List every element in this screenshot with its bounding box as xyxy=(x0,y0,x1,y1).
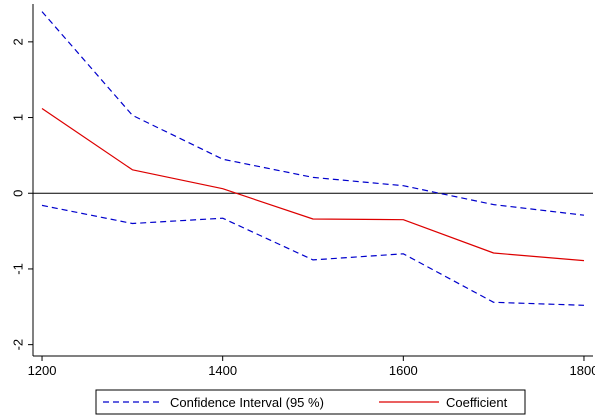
series-line-coefficient xyxy=(41,108,585,262)
x-tick-label: 1800 xyxy=(570,363,595,378)
series-line-lower xyxy=(41,204,585,306)
x-tick-label: 1600 xyxy=(389,363,418,378)
y-tick-label: 1 xyxy=(10,114,25,121)
series-group xyxy=(41,11,585,306)
legend-label-ci: Confidence Interval (95 %) xyxy=(170,395,324,410)
legend: Confidence Interval (95 %) Coefficient xyxy=(95,389,526,415)
series-line-upper xyxy=(41,11,585,216)
y-tick-label: 2 xyxy=(10,38,25,45)
x-tick-label: 1200 xyxy=(28,363,57,378)
x-ticks-group: 1200 1400 1600 1800 xyxy=(28,356,595,378)
axes-group xyxy=(32,4,593,357)
y-ticks-group: -2 -1 0 1 2 xyxy=(10,38,33,350)
legend-label-coefficient: Coefficient xyxy=(446,395,508,410)
y-tick-label: 0 xyxy=(10,190,25,197)
y-tick-label: -2 xyxy=(10,339,25,351)
legend-box xyxy=(95,389,526,415)
y-tick-label: -1 xyxy=(10,263,25,275)
x-tick-label: 1400 xyxy=(208,363,237,378)
